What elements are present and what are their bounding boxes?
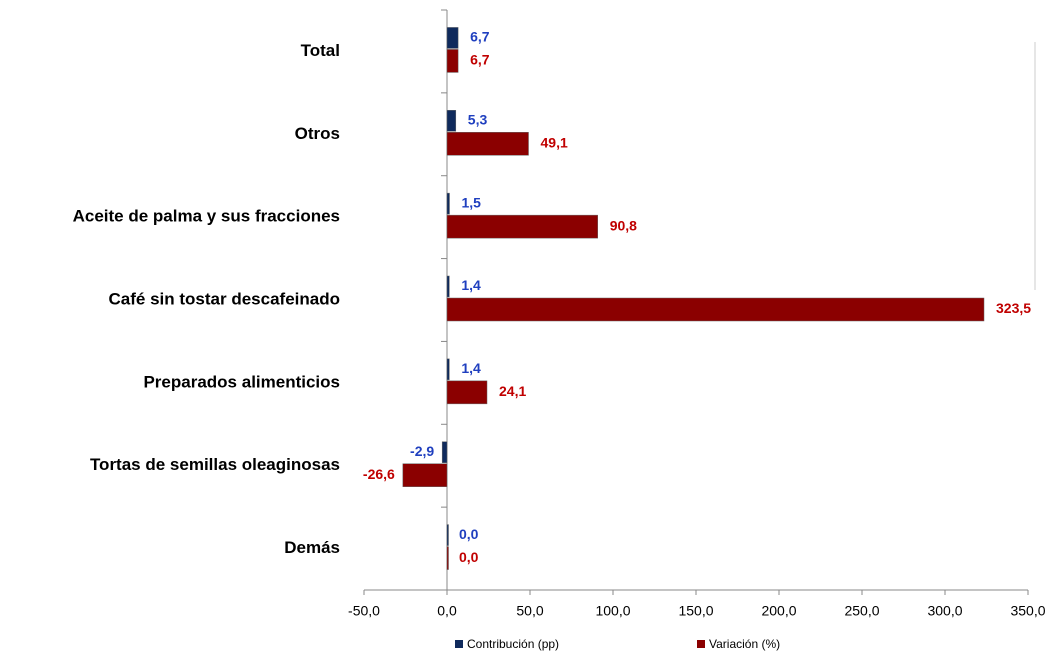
value-label: 6,7: [470, 52, 490, 68]
x-tick-label: 100,0: [595, 603, 630, 619]
value-label: 1,4: [461, 277, 481, 293]
bar: [446, 110, 457, 132]
x-tick-label: 300,0: [927, 603, 962, 619]
value-label: -2,9: [410, 443, 434, 459]
legend-swatch: [455, 640, 463, 648]
bar: [446, 358, 450, 381]
x-tick-label: 200,0: [761, 603, 796, 619]
value-label: 5,3: [468, 111, 488, 127]
bar: [446, 192, 450, 215]
category-label: Preparados alimenticios: [143, 372, 340, 391]
x-tick-label: -50,0: [348, 603, 380, 619]
bar: [402, 463, 448, 487]
bar: [446, 214, 598, 239]
value-label: 1,5: [461, 194, 481, 210]
value-label: 1,4: [461, 360, 481, 376]
bar: [446, 524, 449, 546]
value-label: 49,1: [541, 134, 568, 150]
category-label: Otros: [295, 124, 340, 143]
x-tick-label: 50,0: [516, 603, 543, 619]
x-tick-label: 150,0: [678, 603, 713, 619]
bar: [446, 275, 450, 298]
value-label: 323,5: [996, 300, 1031, 316]
bar: [446, 27, 459, 49]
bar: [446, 132, 529, 156]
category-label: Tortas de semillas oleaginosas: [90, 455, 340, 474]
bar: [446, 49, 459, 73]
value-label: 0,0: [459, 549, 479, 565]
bar: [441, 441, 448, 463]
category-label: Demás: [284, 538, 340, 557]
legend-swatch: [697, 640, 705, 648]
value-label: 6,7: [470, 29, 490, 45]
value-label: 90,8: [610, 217, 637, 233]
legend-label: Contribución (pp): [467, 637, 559, 651]
x-tick-label: 350,0: [1010, 603, 1045, 619]
value-label: 0,0: [459, 526, 479, 542]
category-label: Café sin tostar descafeinado: [109, 289, 340, 308]
bar: [446, 297, 985, 322]
category-label: Aceite de palma y sus fracciones: [73, 207, 340, 226]
bar: [446, 546, 449, 570]
x-tick-label: 0,0: [437, 603, 457, 619]
value-label: 24,1: [499, 383, 526, 399]
value-label: -26,6: [363, 466, 395, 482]
bar: [446, 380, 488, 405]
legend-label: Variación (%): [709, 637, 780, 651]
category-label: Total: [301, 41, 340, 60]
x-tick-label: 250,0: [844, 603, 879, 619]
